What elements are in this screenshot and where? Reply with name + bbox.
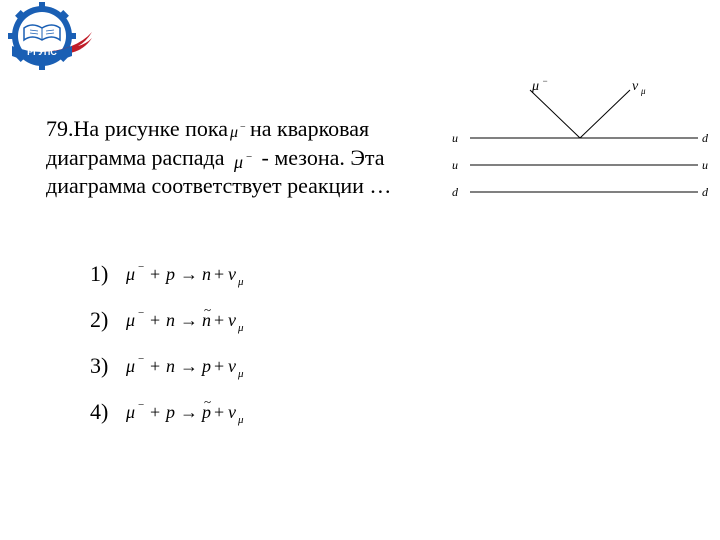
option-1: 1)μ−+p→n+νμ	[90, 260, 334, 288]
svg-text:μ: μ	[237, 414, 244, 426]
svg-text:ν: ν	[228, 402, 236, 422]
svg-text:μ: μ	[237, 368, 244, 380]
svg-text:ν: ν	[632, 80, 639, 94]
svg-text:+: +	[150, 402, 160, 422]
svg-text:→: →	[180, 356, 198, 376]
svg-text:n: n	[202, 310, 211, 330]
option-4: 4)μ−+p→~p+νμ	[90, 398, 334, 426]
svg-text:→: →	[180, 402, 198, 422]
svg-text:u: u	[452, 131, 458, 145]
svg-text:μ: μ	[125, 356, 135, 376]
question-line2-pre: диаграмма распада	[46, 145, 225, 170]
svg-text:n: n	[166, 356, 175, 376]
svg-text:u: u	[452, 158, 458, 172]
svg-text:u: u	[702, 158, 708, 172]
svg-text:→: →	[180, 310, 198, 330]
quark-diagram: μ−νμuuddud	[450, 80, 710, 220]
question-text: 79.На рисунке пока μ − на кварковая диаг…	[46, 115, 436, 201]
svg-text:−: −	[138, 307, 144, 319]
svg-text:n: n	[166, 310, 175, 330]
question-line2-post: - мезона. Эта	[262, 145, 385, 170]
svg-text:+: +	[150, 264, 160, 284]
option-number: 2)	[90, 307, 124, 333]
option-formula: μ−+p→n+νμ	[124, 258, 334, 290]
svg-text:+: +	[214, 264, 224, 284]
option-formula: μ−+p→~p+νμ	[124, 396, 334, 428]
svg-text:−: −	[138, 399, 144, 411]
logo-label: РГУПС	[27, 47, 57, 57]
svg-text:−: −	[246, 151, 252, 163]
svg-text:+: +	[150, 310, 160, 330]
svg-text:−: −	[138, 261, 144, 273]
svg-text:ν: ν	[228, 356, 236, 376]
svg-text:μ: μ	[237, 276, 244, 288]
question-line1-post: на кварковая	[250, 116, 369, 141]
svg-text:p: p	[200, 356, 211, 376]
svg-text:μ: μ	[237, 322, 244, 334]
option-formula: μ−+n→p+νμ	[124, 350, 334, 382]
svg-text:−: −	[138, 353, 144, 365]
svg-text:ν: ν	[228, 264, 236, 284]
svg-text:−: −	[542, 80, 548, 86]
inline-mu-meson-2: μ −	[230, 149, 256, 171]
logo-svg: РГУПС	[0, 0, 96, 72]
svg-text:d: d	[702, 185, 709, 199]
svg-text:p: p	[200, 402, 211, 422]
diagram-svg: μ−νμuuddud	[450, 80, 710, 210]
inline-mu-meson: μ −	[228, 120, 250, 142]
svg-text:p: p	[164, 402, 175, 422]
svg-text:d: d	[452, 185, 459, 199]
options-list: 1)μ−+p→n+νμ2)μ−+n→~n+νμ3)μ−+n→p+νμ4)μ−+p…	[90, 260, 334, 444]
svg-text:+: +	[150, 356, 160, 376]
svg-text:+: +	[214, 402, 224, 422]
svg-text:μ: μ	[640, 86, 646, 96]
svg-text:μ: μ	[125, 310, 135, 330]
option-number: 4)	[90, 399, 124, 425]
svg-text:d: d	[702, 131, 709, 145]
svg-text:p: p	[164, 264, 175, 284]
book-icon	[24, 25, 60, 40]
svg-text:μ: μ	[125, 402, 135, 422]
svg-text:→: →	[180, 264, 198, 284]
question-line3: диаграмма соответствует реакции …	[46, 173, 391, 198]
option-2: 2)μ−+n→~n+νμ	[90, 306, 334, 334]
option-number: 3)	[90, 353, 124, 379]
svg-text:μ: μ	[233, 152, 243, 172]
svg-text:n: n	[202, 264, 211, 284]
svg-text:+: +	[214, 356, 224, 376]
svg-text:ν: ν	[228, 310, 236, 330]
question-line1-pre: На рисунке пока	[74, 116, 228, 141]
option-formula: μ−+n→~n+νμ	[124, 304, 334, 336]
page: РГУПС 79.На рисунке пока μ − на кваркова…	[0, 0, 720, 540]
svg-text:μ: μ	[125, 264, 135, 284]
option-3: 3)μ−+n→p+νμ	[90, 352, 334, 380]
svg-text:μ: μ	[531, 80, 539, 94]
svg-text:+: +	[214, 310, 224, 330]
option-number: 1)	[90, 261, 124, 287]
svg-text:μ: μ	[229, 124, 238, 141]
question-number: 79.	[46, 116, 74, 141]
svg-text:−: −	[240, 122, 246, 133]
logo: РГУПС	[0, 0, 96, 72]
